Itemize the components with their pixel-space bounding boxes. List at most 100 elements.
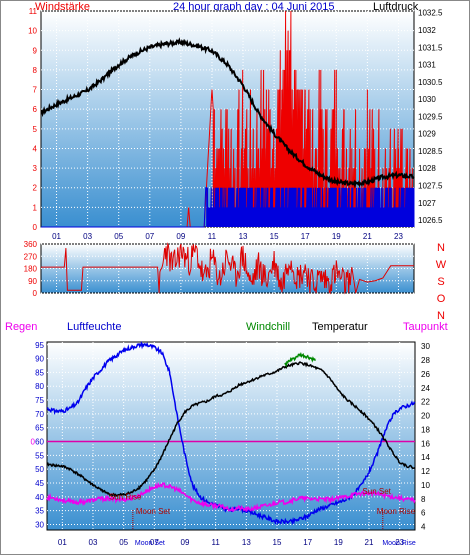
rain-tick-label: 0	[31, 438, 36, 447]
wind-tick-label: 7	[33, 86, 38, 95]
moon-set-axis-label: Moon Set	[135, 540, 165, 547]
humidity-tick-label: 85	[35, 368, 44, 377]
pressure-line	[40, 37, 415, 189]
pressure-tick-label: 1029.5	[418, 112, 443, 121]
hour-tick-label: 21	[363, 232, 372, 241]
hour-tick-label: 19	[334, 538, 343, 547]
direction-tick-label: 90	[28, 277, 37, 286]
wind-tick-label: 11	[29, 7, 38, 16]
temperature-tick-label: 16	[421, 439, 430, 448]
pressure-tick-label: 1028.5	[418, 147, 443, 156]
humidity-tick-label: 90	[35, 355, 44, 364]
humidity-label: Luftfeuchte	[67, 321, 122, 333]
hour-tick-label: 17	[301, 232, 310, 241]
humidity-tick-label: 75	[35, 396, 44, 405]
hour-tick-label: 23	[395, 538, 404, 547]
hour-tick-label: 01	[52, 232, 61, 241]
hour-tick-label: 11	[212, 538, 221, 547]
hour-tick-label: 15	[273, 538, 282, 547]
hour-tick-label: 23	[394, 232, 403, 241]
temperature-tick-label: 6	[421, 509, 426, 518]
compass-label: N	[437, 310, 445, 322]
windchill-label: Windchill	[246, 321, 291, 333]
hour-tick-label: 21	[365, 538, 374, 547]
direction-tick-label: 270	[24, 252, 38, 261]
dewpoint-label: Taupunkt	[403, 321, 448, 333]
hour-tick-label: 03	[89, 538, 98, 547]
humidity-tick-label: 55	[35, 451, 44, 460]
hour-tick-label: 19	[332, 232, 341, 241]
pressure-tick-label: 1029	[418, 130, 436, 139]
wind-tick-label: 5	[33, 125, 38, 134]
hour-tick-label: 09	[176, 232, 185, 241]
moon-rise-axis-label: Moon Rise	[382, 540, 416, 547]
humidity-tick-label: 40	[35, 493, 44, 502]
direction-tick-label: 0	[33, 289, 38, 298]
direction-tick-label: 180	[24, 265, 38, 274]
humidity-tick-label: 45	[35, 479, 44, 488]
hour-tick-label: 13	[239, 232, 248, 241]
wind-tick-label: 4	[33, 144, 38, 153]
pressure-tick-label: 1026.5	[418, 216, 443, 225]
pressure-tick-label: 1031.5	[418, 43, 443, 52]
humidity-tick-label: 60	[35, 438, 44, 447]
wind-tick-label: 10	[28, 27, 37, 36]
temperature-tick-label: 28	[421, 356, 430, 365]
rain-label: Regen	[5, 321, 38, 333]
temperature-tick-label: 20	[421, 412, 430, 421]
sun-set-label: Sun Set	[362, 487, 391, 496]
compass-label: O	[437, 293, 446, 305]
temperature-tick-label: 4	[421, 523, 426, 532]
temperature-tick-label: 10	[421, 481, 430, 490]
hour-tick-label: 07	[145, 232, 154, 241]
hour-tick-label: 09	[181, 538, 190, 547]
wind-tick-label: 2	[33, 184, 38, 193]
sun-rise-label: Sun Rise	[109, 493, 142, 502]
pressure-tick-label: 1028	[418, 164, 436, 173]
pressure-tick-label: 1032	[418, 26, 436, 35]
hour-tick-label: 17	[303, 538, 312, 547]
temperature-tick-label: 26	[421, 370, 430, 379]
hour-tick-label: 15	[270, 232, 279, 241]
hour-tick-label: 05	[119, 538, 128, 547]
dewpoint-line	[46, 481, 416, 513]
wind-tick-label: 6	[33, 105, 38, 114]
humidity-tick-label: 95	[35, 341, 44, 350]
temperature-tick-label: 18	[421, 425, 430, 434]
hour-tick-label: 05	[114, 232, 123, 241]
temperature-label: Temperatur	[312, 321, 368, 333]
humidity-tick-label: 50	[35, 465, 44, 474]
wind-tick-label: 8	[33, 66, 38, 75]
humidity-tick-label: 35	[35, 507, 44, 516]
temperature-tick-label: 30	[421, 342, 430, 351]
wind-tick-label: 3	[33, 164, 38, 173]
moon-rise-label: Moon Rise	[377, 507, 416, 516]
pressure-tick-label: 1027.5	[418, 182, 443, 191]
wind-tick-label: 0	[33, 223, 38, 232]
pressure-label: Luftdruck	[373, 1, 419, 13]
compass-label: S	[437, 276, 444, 288]
hour-tick-label: 03	[83, 232, 92, 241]
temperature-tick-label: 24	[421, 384, 430, 393]
temperature-tick-label: 8	[421, 495, 426, 504]
compass-label: W	[436, 259, 447, 271]
hour-tick-label: 13	[242, 538, 251, 547]
compass-label: N	[437, 242, 445, 254]
temperature-tick-label: 14	[421, 453, 430, 462]
wind-tick-label: 1	[33, 203, 38, 212]
pressure-tick-label: 1030.5	[418, 78, 443, 87]
temperature-line	[46, 361, 416, 498]
humidity-tick-label: 65	[35, 424, 44, 433]
windchill-line	[284, 351, 316, 368]
temperature-tick-label: 22	[421, 398, 430, 407]
wind-direction-line	[41, 242, 414, 295]
humidity-tick-label: 80	[35, 382, 44, 391]
pressure-tick-label: 1031	[418, 61, 436, 70]
direction-tick-label: 360	[24, 240, 38, 249]
humidity-tick-label: 30	[35, 520, 44, 529]
hour-tick-label: 07	[150, 538, 159, 547]
temperature-tick-label: 12	[421, 467, 430, 476]
hour-tick-label: 01	[58, 538, 67, 547]
